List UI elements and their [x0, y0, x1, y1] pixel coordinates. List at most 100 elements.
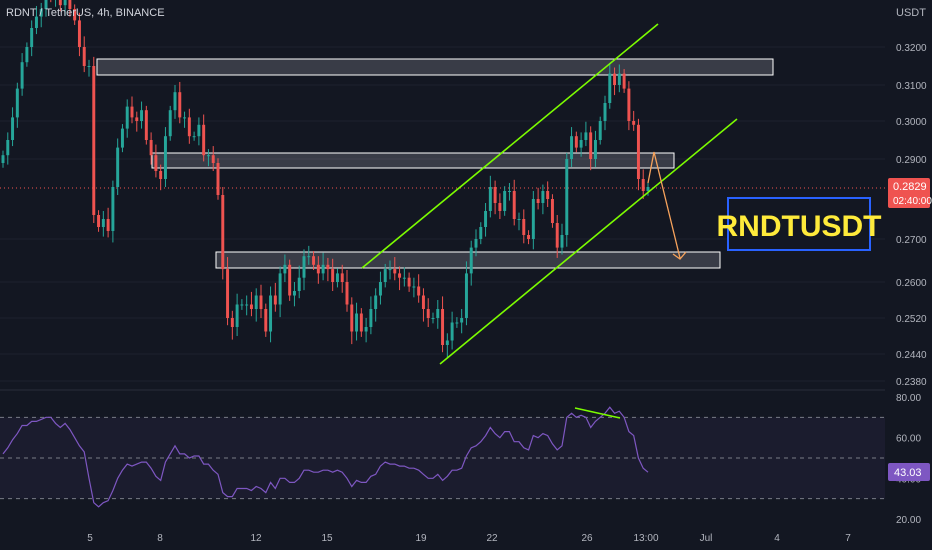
candle-body: [30, 28, 34, 47]
candle-body: [159, 171, 163, 179]
candle-body: [120, 128, 124, 148]
projection-arrowhead[interactable]: [672, 251, 687, 260]
candle-body: [39, 9, 43, 17]
candle-body: [555, 223, 559, 248]
candle-body: [388, 269, 392, 271]
resistance-support-zones[interactable]: [96, 58, 774, 269]
price-zone[interactable]: [96, 58, 774, 76]
candle-body: [278, 273, 282, 305]
projection-arrow[interactable]: [647, 151, 687, 260]
candle-body: [302, 256, 306, 278]
candle-body: [479, 227, 483, 239]
candle-body: [34, 16, 38, 28]
candle-body: [292, 291, 296, 296]
candle-body: [417, 286, 421, 296]
time-tick-label: 4: [774, 533, 780, 544]
candle-body: [44, 0, 48, 9]
rsi-tick-label: 60.00: [896, 434, 921, 445]
channel-upper-line[interactable]: [361, 23, 659, 269]
projection-path[interactable]: [647, 151, 681, 259]
candlestick-series: [1, 0, 650, 358]
candle-body: [245, 304, 249, 306]
candle-body: [589, 132, 593, 159]
candle-body: [216, 163, 220, 195]
candle-body: [249, 304, 253, 309]
currency-label: USDT: [896, 7, 926, 19]
candle-body: [646, 187, 650, 191]
channel-lower-line[interactable]: [439, 118, 738, 365]
candle-body: [116, 147, 120, 187]
candle-body: [584, 132, 588, 140]
candle-body: [359, 313, 363, 332]
candle-body: [58, 0, 62, 6]
last-price-badge: 0.2829 02:40:00: [888, 178, 932, 208]
time-tick-label: 5: [87, 533, 93, 544]
last-price-value: 0.2829: [893, 181, 927, 193]
candle-body: [326, 264, 330, 270]
candle-body: [488, 187, 492, 211]
candle-body: [512, 191, 516, 219]
candle-body: [565, 159, 569, 235]
candle-body: [579, 140, 583, 148]
rsi-divergence-line[interactable]: [574, 407, 621, 419]
price-zone[interactable]: [215, 251, 721, 269]
candle-body: [450, 322, 454, 341]
candle-body: [484, 211, 488, 227]
candle-body: [106, 219, 110, 231]
time-tick-label: 26: [581, 533, 593, 544]
price-axis[interactable]: 0.3200 0.3100 0.3000 0.2900 0.2700 0.2600 0.25…: [896, 43, 927, 388]
time-axis[interactable]: 5 8 12 15 19 22 26 13:00 Jul 4 7: [87, 533, 851, 544]
time-tick-label: 15: [321, 533, 333, 544]
candle-body: [527, 235, 531, 239]
symbol-header[interactable]: RDNT / TetherUS, 4h, BINANCE: [6, 7, 165, 19]
candle-body: [522, 219, 526, 235]
rsi-tick-label: 20.00: [896, 515, 921, 526]
candle-body: [431, 318, 435, 319]
candle-body: [312, 256, 316, 265]
candle-body: [144, 110, 148, 140]
candle-body: [183, 117, 187, 119]
candle-body: [421, 295, 425, 309]
candle-body: [340, 273, 344, 282]
candle-body: [460, 318, 464, 323]
price-tick-label: 0.2440: [896, 350, 927, 361]
price-zone[interactable]: [151, 152, 675, 169]
candle-body: [92, 66, 96, 215]
candle-body: [608, 73, 612, 103]
candle-body: [63, 0, 67, 6]
countdown-timer: 02:40:00: [893, 196, 932, 207]
candle-body: [455, 322, 459, 324]
candle-body: [15, 88, 19, 118]
candle-body: [474, 239, 478, 248]
candle-body: [536, 199, 540, 203]
candle-body: [393, 269, 397, 274]
price-tick-label: 0.2600: [896, 278, 927, 289]
candle-body: [335, 273, 339, 282]
candle-body: [111, 187, 115, 231]
candle-body: [546, 191, 550, 199]
candle-body: [226, 269, 230, 318]
candle-body: [1, 155, 5, 163]
price-tick-label: 0.2520: [896, 314, 927, 325]
candle-body: [321, 264, 325, 274]
candle-body: [378, 282, 382, 296]
candle-body: [441, 309, 445, 345]
candle-body: [503, 191, 507, 211]
candle-body: [598, 121, 602, 140]
candle-body: [264, 309, 268, 332]
candle-body: [570, 136, 574, 159]
price-tick-label: 0.2380: [896, 377, 927, 388]
candle-body: [130, 106, 134, 118]
candle-body: [541, 191, 545, 203]
candle-body: [82, 47, 86, 66]
candle-body: [173, 92, 177, 111]
candle-body: [269, 295, 273, 332]
candle-body: [73, 9, 77, 21]
ascending-channel[interactable]: [361, 23, 738, 365]
candle-body: [235, 304, 239, 327]
candle-body: [574, 136, 578, 148]
candle-body: [641, 179, 645, 191]
candle-body: [273, 295, 277, 305]
